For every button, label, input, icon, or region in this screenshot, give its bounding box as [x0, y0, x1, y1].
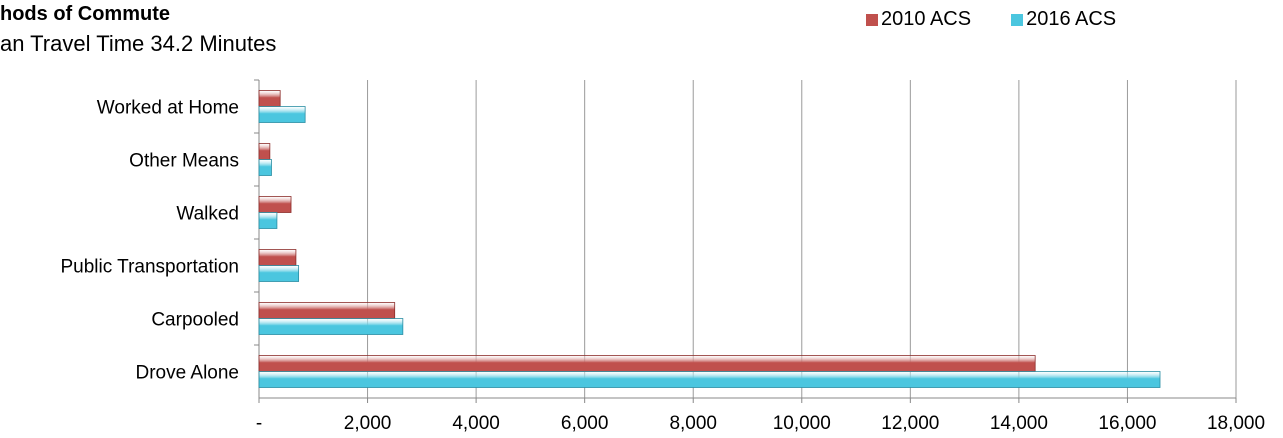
bar-2010: [258, 249, 297, 266]
x-tick-label: 10,000: [773, 413, 831, 434]
x-tick-label: -: [256, 413, 262, 434]
bar-2010: [258, 143, 271, 160]
legend-label-2010: 2010 ACS: [881, 8, 972, 30]
legend: 2010 ACS 2016 ACS: [866, 8, 1116, 31]
y-category-label: Walked: [176, 204, 239, 225]
chart-subtitle: an Travel Time 34.2 Minutes: [0, 31, 277, 56]
x-tick-label: 16,000: [1098, 413, 1156, 434]
y-category-label: Worked at Home: [97, 98, 239, 119]
y-category-label: Carpooled: [151, 310, 239, 331]
x-tick-label: 12,000: [881, 413, 939, 434]
y-category-label: Public Transportation: [61, 257, 240, 278]
x-tick-label: 6,000: [561, 413, 609, 434]
y-category-label: Drove Alone: [135, 363, 239, 384]
x-tick-label: 8,000: [669, 413, 717, 434]
bar-2010: [258, 355, 1036, 372]
bar-2010: [258, 302, 396, 319]
bar-2016: [258, 159, 272, 176]
bar-2016: [258, 212, 278, 229]
chart-title: hods of Commute: [0, 3, 170, 25]
legend-label-2016: 2016 ACS: [1026, 8, 1117, 30]
bar-2016: [258, 318, 404, 335]
legend-item-2010: 2010 ACS: [866, 8, 971, 31]
x-tick-label: 18,000: [1207, 413, 1265, 434]
x-tick-label: 2,000: [344, 413, 392, 434]
y-category-label: Other Means: [129, 151, 239, 172]
bar-2010: [258, 90, 281, 107]
legend-swatch-2016: [1011, 13, 1024, 26]
x-tick-label: 4,000: [452, 413, 500, 434]
legend-item-2016: 2016 ACS: [1011, 8, 1116, 31]
bar-2016: [258, 265, 300, 282]
bar-2010: [258, 196, 292, 213]
bar-2016: [258, 371, 1161, 388]
legend-swatch-2010: [866, 13, 878, 26]
x-tick-label: 14,000: [990, 413, 1048, 434]
bar-2016: [258, 106, 306, 123]
